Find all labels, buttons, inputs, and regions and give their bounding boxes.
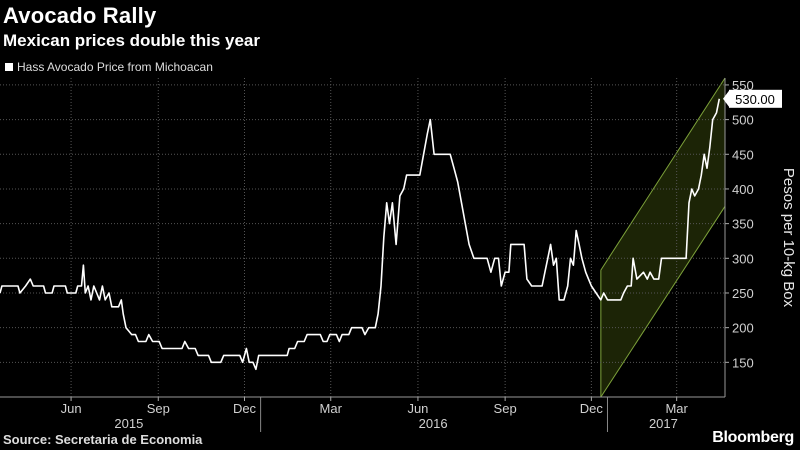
x-tick-label: Dec xyxy=(580,401,604,416)
last-value-label: 530.00 xyxy=(735,92,775,107)
year-label: 2017 xyxy=(649,416,678,431)
y-tick-label: 300 xyxy=(732,251,754,266)
trend-channel xyxy=(600,78,725,397)
chart-subtitle: Mexican prices double this year xyxy=(3,31,260,50)
bloomberg-logo: Bloomberg xyxy=(712,429,794,446)
y-axis-title: Pesos per 10-kg Box xyxy=(780,168,797,308)
x-tick-label: Dec xyxy=(233,401,257,416)
y-tick-label: 450 xyxy=(732,147,754,162)
y-tick-label: 150 xyxy=(732,355,754,370)
y-tick-label: 400 xyxy=(732,182,754,197)
y-tick-label: 200 xyxy=(732,321,754,336)
legend: Hass Avocado Price from Michoacan xyxy=(5,60,213,74)
last-value-pointer xyxy=(723,90,729,107)
x-tick-label: Sep xyxy=(494,401,517,416)
x-tick-label: Mar xyxy=(320,401,343,416)
x-tick-label: Sep xyxy=(147,401,170,416)
y-tick-label: 550 xyxy=(732,78,754,93)
y-tick-label: 500 xyxy=(732,113,754,128)
legend-swatch xyxy=(5,63,13,71)
x-tick-label: Jun xyxy=(407,401,428,416)
last-value-box xyxy=(729,89,782,108)
price-series-line xyxy=(0,98,721,371)
x-tick-label: Mar xyxy=(665,401,688,416)
x-tick-label: Jun xyxy=(61,401,82,416)
source-note: Source: Secretaria de Economia xyxy=(3,432,203,447)
trend-channel-lower-edge xyxy=(600,206,726,398)
trend-channel-upper-edge xyxy=(600,77,726,271)
y-tick-label: 250 xyxy=(732,286,754,301)
year-label: 2016 xyxy=(419,416,448,431)
legend-label: Hass Avocado Price from Michoacan xyxy=(17,60,213,74)
chart-title: Avocado Rally xyxy=(3,3,157,28)
year-label: 2015 xyxy=(114,416,143,431)
y-tick-label: 350 xyxy=(732,217,754,232)
